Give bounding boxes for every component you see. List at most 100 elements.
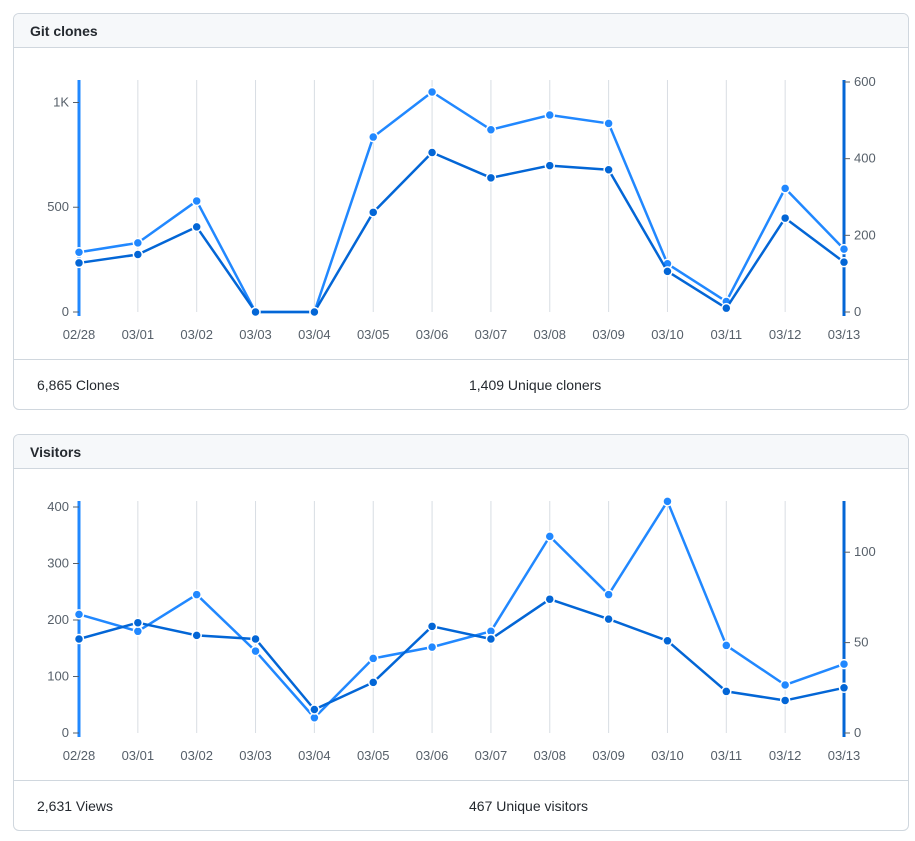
- data-point-unique: [426, 147, 438, 158]
- left-tick-label: 300: [47, 556, 69, 571]
- data-point-total: [73, 247, 85, 258]
- data-point-total: [544, 531, 556, 542]
- git-clones-chart: 0 500 1K 0 200 400 600 02/28 03/01 03/02 03/03 03/0…: [47, 74, 876, 342]
- data-point-total: [721, 640, 732, 651]
- left-tick-label: 200: [47, 612, 69, 627]
- left-tick-label: 0: [62, 304, 69, 319]
- right-tick-label: 400: [854, 151, 876, 166]
- data-point-unique: [662, 266, 673, 277]
- x-tick-label: 03/08: [533, 327, 566, 342]
- data-point-unique: [779, 695, 791, 706]
- data-point-unique: [367, 207, 379, 218]
- git-clones-title: Git clones: [30, 22, 98, 39]
- x-tick-label: 03/07: [475, 327, 508, 342]
- x-tick-label: 03/03: [239, 748, 272, 763]
- data-point-total: [779, 679, 791, 691]
- data-point-total: [367, 131, 379, 143]
- git-clones-chart-area: 0 500 1K 0 200 400 600 02/28 03/01 03/02 03/03 03/0…: [14, 48, 908, 358]
- data-point-total: [544, 109, 556, 121]
- x-tick-label: 03/01: [122, 748, 155, 763]
- left-tick-label: 400: [47, 499, 69, 514]
- data-point-unique: [132, 249, 144, 260]
- series-line-total: [78, 500, 845, 719]
- data-point-unique: [485, 633, 497, 645]
- data-point-unique: [662, 635, 673, 647]
- x-tick-label: 03/07: [475, 748, 508, 763]
- right-tick-label: 0: [854, 304, 861, 319]
- right-tick-label: 200: [854, 227, 876, 242]
- visitors-chart-area: 0 100 200 300 400 0 50 100 02/28 03/01 03/02 03/03 0…: [14, 469, 908, 779]
- data-point-unique: [779, 212, 791, 224]
- data-point-total: [603, 118, 614, 129]
- x-tick-label: 03/05: [357, 748, 390, 763]
- left-tick-label: 100: [47, 669, 69, 684]
- data-point-unique: [485, 172, 497, 184]
- visitors-header: Visitors: [14, 435, 908, 469]
- right-tick-label: 0: [854, 725, 861, 740]
- data-point-unique: [603, 613, 614, 625]
- data-point-total: [662, 496, 673, 507]
- git-clones-header: Git clones: [14, 14, 908, 48]
- x-tick-label: 03/06: [416, 327, 449, 342]
- x-tick-label: 03/13: [828, 327, 861, 342]
- data-point-unique: [544, 593, 556, 605]
- visitors-chart: 0 100 200 300 400 0 50 100 02/28 03/01 03/02 03/03 0…: [47, 496, 876, 763]
- x-tick-label: 03/11: [711, 748, 743, 763]
- git-clones-panel: Git clones 0 500 1K 0 200 400 600 02/28 03/01 03/…: [13, 13, 909, 410]
- visitors-title: Visitors: [30, 443, 82, 460]
- x-tick-label: 03/04: [298, 327, 331, 342]
- x-tick-label: 03/02: [180, 748, 213, 763]
- x-tick-label: 03/01: [122, 327, 155, 342]
- x-tick-label: 03/09: [592, 327, 625, 342]
- data-point-unique: [721, 302, 732, 314]
- x-tick-label: 03/06: [416, 748, 449, 763]
- left-tick-label: 500: [47, 199, 69, 214]
- right-tick-label: 50: [854, 635, 868, 650]
- data-point-unique: [367, 677, 379, 688]
- data-point-total: [191, 589, 202, 600]
- clones-total: 6,865 Clones: [37, 377, 120, 393]
- x-tick-label: 02/28: [63, 748, 96, 763]
- visitors-footer: 2,631 Views 467 Unique visitors: [14, 780, 908, 830]
- clones-unique: 1,409 Unique cloners: [469, 377, 602, 393]
- data-point-total: [191, 195, 202, 207]
- x-tick-label: 03/08: [533, 748, 566, 763]
- x-tick-label: 03/11: [711, 327, 743, 342]
- data-point-unique: [250, 633, 261, 645]
- data-point-unique: [191, 630, 202, 641]
- data-point-unique: [721, 686, 732, 697]
- data-point-unique: [544, 160, 556, 171]
- series-line-total: [78, 90, 845, 314]
- data-point-total: [426, 641, 438, 653]
- x-tick-label: 02/28: [63, 327, 96, 342]
- visitors-unique: 467 Unique visitors: [469, 798, 589, 814]
- data-point-total: [250, 645, 261, 657]
- x-tick-label: 03/03: [239, 327, 272, 342]
- visitors-panel: Visitors 0 100 200 300 400 0 50 100 02/28 03/01 03…: [13, 434, 909, 831]
- series-line-unique: [78, 597, 845, 711]
- data-point-unique: [838, 256, 850, 268]
- data-point-total: [132, 237, 144, 249]
- data-point-unique: [309, 306, 320, 318]
- left-tick-label: 0: [62, 725, 69, 740]
- left-tick-label: 1K: [53, 94, 69, 109]
- data-point-unique: [309, 704, 320, 715]
- x-tick-label: 03/13: [828, 748, 861, 763]
- x-tick-label: 03/09: [592, 748, 625, 763]
- x-tick-label: 03/10: [651, 748, 684, 763]
- x-tick-label: 03/05: [357, 327, 390, 342]
- right-tick-label: 100: [854, 544, 876, 559]
- data-point-total: [73, 609, 85, 620]
- right-tick-label: 600: [854, 74, 876, 89]
- data-point-total: [779, 183, 791, 194]
- x-tick-label: 03/12: [769, 327, 802, 342]
- data-point-unique: [132, 617, 144, 628]
- data-point-unique: [73, 257, 85, 269]
- x-tick-label: 03/04: [298, 748, 331, 763]
- visitors-total: 2,631 Views: [37, 798, 114, 814]
- data-point-total: [132, 626, 144, 637]
- data-point-total: [485, 124, 497, 135]
- data-point-total: [838, 243, 850, 255]
- data-point-total: [426, 86, 438, 98]
- data-point-total: [367, 653, 379, 664]
